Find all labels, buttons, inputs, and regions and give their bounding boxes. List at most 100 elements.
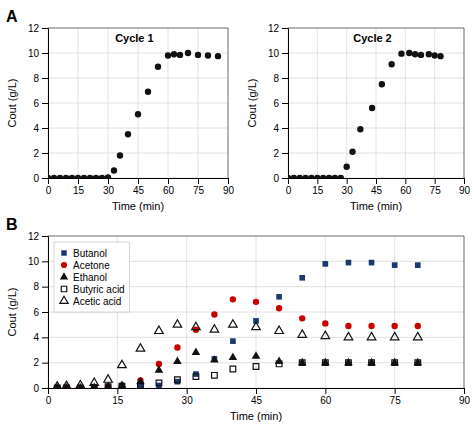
tick-label: 75	[430, 185, 442, 196]
tick: 45	[133, 178, 145, 196]
tick-label: 75	[390, 395, 402, 406]
point	[415, 262, 421, 268]
grid-line	[288, 53, 464, 54]
y-axis-title: Cout (g/L)	[6, 288, 18, 337]
point	[391, 323, 397, 329]
tick-mark	[228, 178, 229, 184]
point	[367, 332, 376, 339]
tick: 0	[46, 388, 52, 406]
tick-label: 4	[273, 123, 279, 134]
point	[53, 382, 62, 388]
point	[426, 51, 432, 57]
point	[299, 315, 305, 321]
point	[81, 175, 87, 178]
tick: 0	[273, 173, 288, 184]
legend: ButanolAcetoneEthanolButyric acidAcetic …	[54, 242, 130, 312]
y-axis: 024681012	[268, 23, 289, 184]
frame	[228, 28, 229, 178]
point	[346, 360, 352, 366]
tick-label: 10	[28, 256, 40, 267]
legend-symbol	[61, 262, 67, 268]
tick-mark	[42, 103, 48, 104]
tick: 10	[28, 48, 48, 59]
tick-label: 0	[273, 173, 279, 184]
point	[398, 50, 404, 56]
series	[48, 50, 221, 178]
points	[48, 50, 221, 178]
point	[230, 338, 236, 344]
point	[193, 374, 199, 380]
point	[299, 275, 305, 281]
point	[155, 326, 164, 333]
point	[173, 356, 182, 363]
point	[175, 379, 181, 385]
point	[298, 358, 307, 365]
tick-mark	[282, 153, 288, 154]
grid-line	[48, 28, 228, 29]
tick: 15	[312, 178, 324, 196]
tick: 90	[223, 178, 235, 196]
tick-mark	[282, 53, 288, 54]
point	[117, 152, 123, 158]
point	[357, 126, 363, 132]
point	[252, 351, 261, 358]
point	[138, 384, 144, 388]
tick-mark	[42, 388, 48, 389]
grid	[288, 28, 464, 178]
grid-line	[48, 337, 464, 338]
tick: 0	[286, 178, 292, 196]
point	[343, 164, 349, 170]
point	[321, 358, 330, 365]
point	[138, 383, 144, 388]
point	[99, 175, 105, 178]
tick-mark	[42, 28, 48, 29]
y-axis: 024681012	[28, 23, 49, 184]
legend-label: Acetic acid	[73, 296, 121, 307]
tick-mark	[78, 178, 79, 184]
point	[322, 320, 328, 326]
point	[135, 111, 141, 117]
point	[62, 381, 71, 388]
tick-mark	[168, 178, 169, 184]
tick-mark	[187, 388, 188, 394]
legend-symbol	[61, 250, 66, 255]
legend-symbol	[60, 272, 68, 279]
legend-symbol	[61, 286, 66, 291]
x-axis-title: Time (min)	[112, 200, 164, 212]
tick-label: 0	[286, 185, 292, 196]
point	[230, 366, 236, 372]
point	[175, 377, 181, 383]
grid-line	[48, 236, 464, 237]
point	[171, 51, 177, 57]
point	[69, 175, 75, 178]
point	[155, 64, 161, 70]
tick-mark	[376, 178, 377, 184]
legend-frame	[54, 242, 130, 312]
point	[418, 52, 424, 58]
point	[367, 358, 376, 365]
point	[215, 53, 221, 59]
title: Cycle 2	[353, 32, 392, 44]
tick-mark	[42, 53, 48, 54]
chart: 0153045607590024681012Time (min)Cout (g/…	[246, 23, 470, 212]
tick-mark	[42, 78, 48, 79]
tick-mark	[117, 388, 118, 394]
tick-label: 2	[33, 357, 39, 368]
point	[173, 320, 182, 327]
axis-line	[289, 179, 465, 185]
tick-label: 6	[33, 307, 39, 318]
tick: 12	[28, 23, 48, 34]
tick-label: 30	[342, 185, 354, 196]
tick-mark	[282, 28, 288, 29]
tick-label: 45	[133, 185, 145, 196]
grid-line	[48, 103, 228, 104]
axis-line	[282, 29, 289, 179]
tick: 30	[342, 178, 354, 196]
tick-mark	[282, 78, 288, 79]
tick: 60	[320, 388, 332, 406]
tick: 4	[33, 332, 48, 343]
tick-label: 45	[371, 185, 383, 196]
point	[75, 175, 81, 178]
tick-label: 30	[103, 185, 115, 196]
point	[314, 175, 320, 178]
